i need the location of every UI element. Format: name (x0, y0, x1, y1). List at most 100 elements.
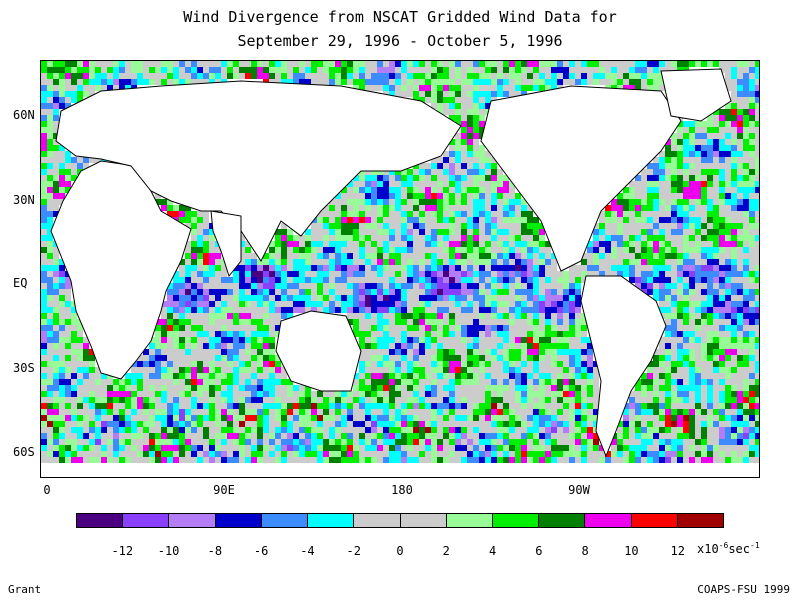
field-cell (677, 241, 683, 247)
field-cell (197, 253, 203, 259)
field-cell (59, 379, 65, 385)
field-cell (449, 247, 455, 253)
field-cell (359, 319, 365, 325)
field-cell (41, 241, 47, 247)
field-cell (497, 235, 503, 241)
field-cell (731, 181, 737, 187)
field-cell (455, 307, 461, 313)
field-cell (647, 205, 653, 211)
field-cell (197, 397, 203, 403)
field-cell (257, 67, 263, 73)
field-cell (695, 289, 701, 295)
field-cell (659, 157, 665, 163)
field-cell (653, 427, 659, 433)
field-cell (155, 409, 161, 415)
field-cell (725, 67, 731, 73)
field-cell (557, 355, 563, 361)
field-cell (695, 223, 701, 229)
field-cell (353, 217, 359, 223)
field-cell (335, 271, 341, 277)
field-cell (575, 295, 581, 301)
field-cell (749, 97, 755, 103)
field-cell (467, 115, 473, 121)
field-cell (629, 439, 635, 445)
field-cell (413, 379, 419, 385)
field-cell (83, 433, 89, 439)
field-cell (725, 223, 731, 229)
field-cell (47, 421, 53, 427)
field-cell (743, 115, 749, 121)
field-cell (473, 289, 479, 295)
field-cell (47, 115, 53, 121)
field-cell (59, 169, 65, 175)
field-cell (755, 403, 759, 409)
field-cell (485, 181, 491, 187)
field-cell (47, 199, 53, 205)
field-cell (509, 397, 515, 403)
field-cell (41, 271, 47, 277)
field-cell (155, 319, 161, 325)
field-cell (377, 211, 383, 217)
field-cell (719, 331, 725, 337)
field-cell (677, 133, 683, 139)
field-cell (269, 271, 275, 277)
field-cell (497, 229, 503, 235)
field-cell (65, 313, 71, 319)
field-cell (539, 403, 545, 409)
field-cell (359, 187, 365, 193)
field-cell (53, 331, 59, 337)
field-cell (509, 193, 515, 199)
field-cell (269, 385, 275, 391)
field-cell (329, 235, 335, 241)
field-cell (323, 433, 329, 439)
field-cell (449, 289, 455, 295)
field-cell (521, 439, 527, 445)
field-cell (617, 229, 623, 235)
field-cell (113, 385, 119, 391)
field-cell (671, 421, 677, 427)
field-cell (77, 367, 83, 373)
field-cell (395, 235, 401, 241)
field-cell (719, 355, 725, 361)
field-cell (755, 307, 759, 313)
field-cell (95, 397, 101, 403)
field-cell (569, 319, 575, 325)
field-cell (725, 265, 731, 271)
field-cell (359, 307, 365, 313)
field-cell (41, 193, 47, 199)
field-cell (383, 331, 389, 337)
field-cell (719, 181, 725, 187)
field-cell (461, 139, 467, 145)
field-cell (719, 241, 725, 247)
field-cell (635, 277, 641, 283)
field-cell (137, 385, 143, 391)
field-cell (197, 379, 203, 385)
field-cell (227, 403, 233, 409)
field-cell (53, 367, 59, 373)
field-cell (599, 271, 605, 277)
field-cell (65, 103, 71, 109)
field-cell (527, 229, 533, 235)
field-cell (467, 319, 473, 325)
field-cell (563, 295, 569, 301)
field-cell (251, 421, 257, 427)
field-cell (125, 421, 131, 427)
field-cell (575, 277, 581, 283)
field-cell (347, 289, 353, 295)
field-cell (431, 355, 437, 361)
field-cell (647, 61, 653, 67)
field-cell (185, 331, 191, 337)
field-cell (65, 439, 71, 445)
field-cell (647, 229, 653, 235)
field-cell (425, 217, 431, 223)
field-cell (233, 319, 239, 325)
field-cell (713, 397, 719, 403)
field-cell (437, 433, 443, 439)
field-cell (287, 235, 293, 241)
field-cell (335, 391, 341, 397)
field-cell (149, 67, 155, 73)
field-cell (629, 205, 635, 211)
field-cell (593, 361, 599, 367)
field-cell (113, 439, 119, 445)
field-cell (587, 421, 593, 427)
